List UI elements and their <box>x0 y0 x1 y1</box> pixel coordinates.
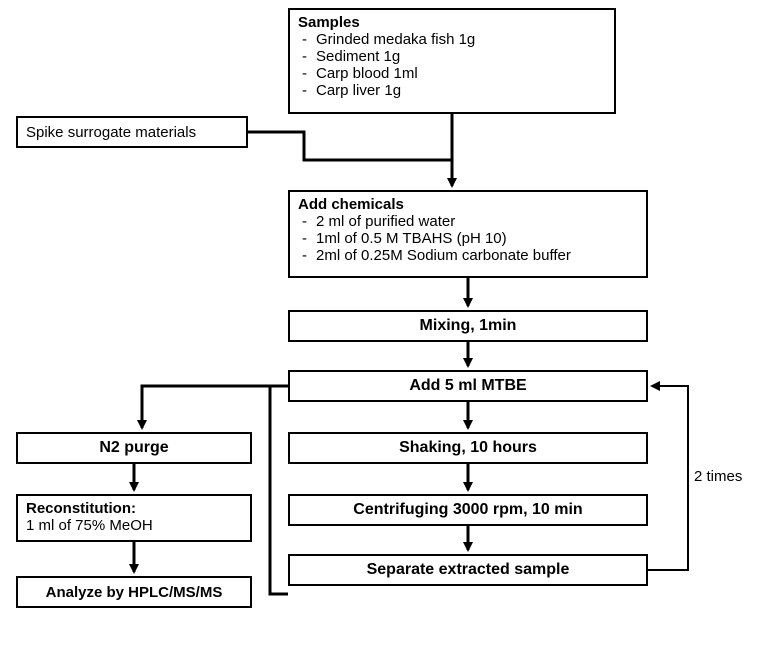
centrifuging-text: Centrifuging 3000 rpm, 10 min <box>353 501 582 519</box>
mixing-text: Mixing, 1min <box>420 317 517 335</box>
node-n2-purge: N2 purge <box>16 432 252 464</box>
analyze-text: Analyze by HPLC/MS/MS <box>46 584 223 601</box>
node-samples: Samples Grinded medaka fish 1g Sediment … <box>288 8 616 114</box>
mtbe-text: Add 5 ml MTBE <box>409 377 526 395</box>
node-reconstitution: Reconstitution: 1 ml of 75% MeOH <box>16 494 252 542</box>
separate-text: Separate extracted sample <box>367 561 570 579</box>
node-analyze: Analyze by HPLC/MS/MS <box>16 576 252 608</box>
add-chemicals-title: Add chemicals <box>298 196 638 213</box>
node-mixing: Mixing, 1min <box>288 310 648 342</box>
samples-item: Grinded medaka fish 1g <box>298 31 606 48</box>
chem-item: 2 ml of purified water <box>298 213 638 230</box>
recon-sub: 1 ml of 75% MeOH <box>26 517 242 534</box>
chem-item: 1ml of 0.5 M TBAHS (pH 10) <box>298 230 638 247</box>
samples-item: Carp blood 1ml <box>298 65 606 82</box>
node-centrifuging: Centrifuging 3000 rpm, 10 min <box>288 494 648 526</box>
node-spike: Spike surrogate materials <box>16 116 248 148</box>
samples-title: Samples <box>298 14 606 31</box>
spike-text: Spike surrogate materials <box>26 124 196 141</box>
chem-item: 2ml of 0.25M Sodium carbonate buffer <box>298 247 638 264</box>
loop-label: 2 times <box>694 468 742 485</box>
samples-item: Carp liver 1g <box>298 82 606 99</box>
node-add-mtbe: Add 5 ml MTBE <box>288 370 648 402</box>
node-add-chemicals: Add chemicals 2 ml of purified water 1ml… <box>288 190 648 278</box>
recon-title: Reconstitution: <box>26 500 242 517</box>
n2-text: N2 purge <box>99 439 168 457</box>
shaking-text: Shaking, 10 hours <box>399 439 537 457</box>
node-separate: Separate extracted sample <box>288 554 648 586</box>
node-shaking: Shaking, 10 hours <box>288 432 648 464</box>
samples-item: Sediment 1g <box>298 48 606 65</box>
